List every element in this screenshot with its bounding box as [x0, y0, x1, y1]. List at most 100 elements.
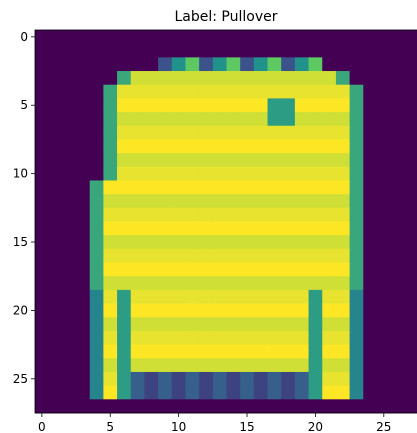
- heatmap-cell: [158, 125, 173, 140]
- heatmap-cell: [267, 194, 282, 209]
- heatmap-cell: [363, 289, 378, 304]
- heatmap-cell: [335, 98, 351, 113]
- heatmap-cell: [253, 166, 268, 181]
- heatmap-cell: [212, 139, 227, 154]
- heatmap-cell: [349, 194, 364, 209]
- heatmap-cell: [212, 262, 227, 277]
- heatmap-cell: [294, 84, 309, 99]
- heatmap-cell: [35, 289, 50, 304]
- heatmap-cell: [390, 57, 405, 72]
- heatmap-cell: [199, 112, 214, 127]
- heatmap-cell: [322, 248, 337, 263]
- heatmap-cell: [404, 221, 417, 236]
- heatmap-cell: [281, 344, 296, 359]
- heatmap-cell: [267, 30, 282, 45]
- heatmap-cell: [226, 166, 241, 181]
- heatmap-cell: [48, 262, 63, 277]
- heatmap-cell: [212, 399, 227, 414]
- x-tick-label: 10: [171, 420, 186, 433]
- heatmap-cell: [171, 371, 186, 387]
- heatmap-cell: [35, 248, 50, 263]
- heatmap-cell: [376, 153, 392, 168]
- heatmap-cell: [185, 112, 200, 127]
- heatmap-cell: [322, 43, 337, 58]
- heatmap-cell: [390, 125, 405, 140]
- heatmap-cell: [335, 344, 351, 359]
- heatmap-cell: [267, 98, 282, 113]
- heatmap-cell: [253, 71, 268, 86]
- heatmap-cell: [185, 399, 200, 414]
- heatmap-cell: [158, 139, 173, 154]
- heatmap-cell: [144, 166, 159, 181]
- heatmap-cell: [158, 153, 173, 168]
- heatmap-cell: [322, 289, 337, 304]
- heatmap-cell: [76, 371, 91, 387]
- heatmap-cell: [335, 303, 351, 318]
- heatmap-cell: [253, 98, 268, 113]
- heatmap-cell: [363, 98, 378, 113]
- heatmap-cell: [76, 139, 91, 154]
- heatmap-cell: [267, 221, 282, 236]
- heatmap-cell: [335, 194, 351, 209]
- heatmap-cell: [130, 317, 145, 332]
- heatmap-cell: [117, 317, 132, 332]
- heatmap-cell: [226, 71, 241, 86]
- heatmap-cell: [349, 235, 364, 250]
- heatmap-cell: [144, 71, 159, 86]
- heatmap-cell: [144, 317, 159, 332]
- heatmap-cell: [48, 194, 63, 209]
- heatmap-cell: [171, 153, 186, 168]
- heatmap-cell: [185, 371, 200, 387]
- heatmap-cell: [199, 385, 214, 400]
- heatmap-cell: [48, 248, 63, 263]
- heatmap-cell: [35, 180, 50, 195]
- heatmap-cell: [35, 98, 50, 113]
- heatmap-cell: [158, 262, 173, 277]
- heatmap-cell: [240, 235, 255, 250]
- heatmap-cell: [171, 43, 186, 58]
- heatmap-cell: [35, 303, 50, 318]
- heatmap-cell: [48, 57, 63, 72]
- heatmap-cell: [390, 330, 405, 346]
- heatmap-cell: [308, 248, 323, 263]
- heatmap-cell: [294, 276, 309, 291]
- heatmap-cell: [349, 399, 364, 414]
- heatmap-cell: [158, 84, 173, 99]
- heatmap-cell: [185, 385, 200, 400]
- heatmap-cell: [185, 248, 200, 263]
- heatmap-cell: [48, 112, 63, 127]
- heatmap-cell: [117, 166, 132, 181]
- heatmap-cell: [226, 317, 241, 332]
- heatmap-cell: [253, 30, 268, 45]
- heatmap-cell: [253, 330, 268, 346]
- heatmap-cell: [144, 139, 159, 154]
- heatmap-cell: [185, 194, 200, 209]
- heatmap-cell: [35, 344, 50, 359]
- heatmap-cell: [199, 194, 214, 209]
- heatmap-cell: [335, 30, 351, 45]
- heatmap-cell: [308, 330, 323, 346]
- heatmap-cell: [158, 248, 173, 263]
- heatmap-cell: [308, 43, 323, 58]
- heatmap-cell: [363, 262, 378, 277]
- heatmap-cell: [390, 248, 405, 263]
- heatmap-cell: [48, 30, 63, 45]
- heatmap-cell: [322, 385, 337, 400]
- heatmap-cell: [281, 125, 296, 140]
- heatmap-cell: [48, 166, 63, 181]
- heatmap-cell: [349, 30, 364, 45]
- heatmap-cell: [212, 207, 227, 222]
- heatmap-cell: [322, 71, 337, 86]
- heatmap-cell: [390, 399, 405, 414]
- heatmap-cell: [240, 276, 255, 291]
- heatmap-cell: [240, 180, 255, 195]
- heatmap-cell: [212, 98, 227, 113]
- heatmap-cell: [185, 84, 200, 99]
- heatmap-cell: [103, 98, 118, 113]
- heatmap-cell: [281, 112, 296, 127]
- heatmap-cell: [390, 221, 405, 236]
- heatmap-cell: [35, 84, 50, 99]
- heatmap-cell: [308, 276, 323, 291]
- heatmap-cell: [199, 153, 214, 168]
- heatmap-cell: [144, 385, 159, 400]
